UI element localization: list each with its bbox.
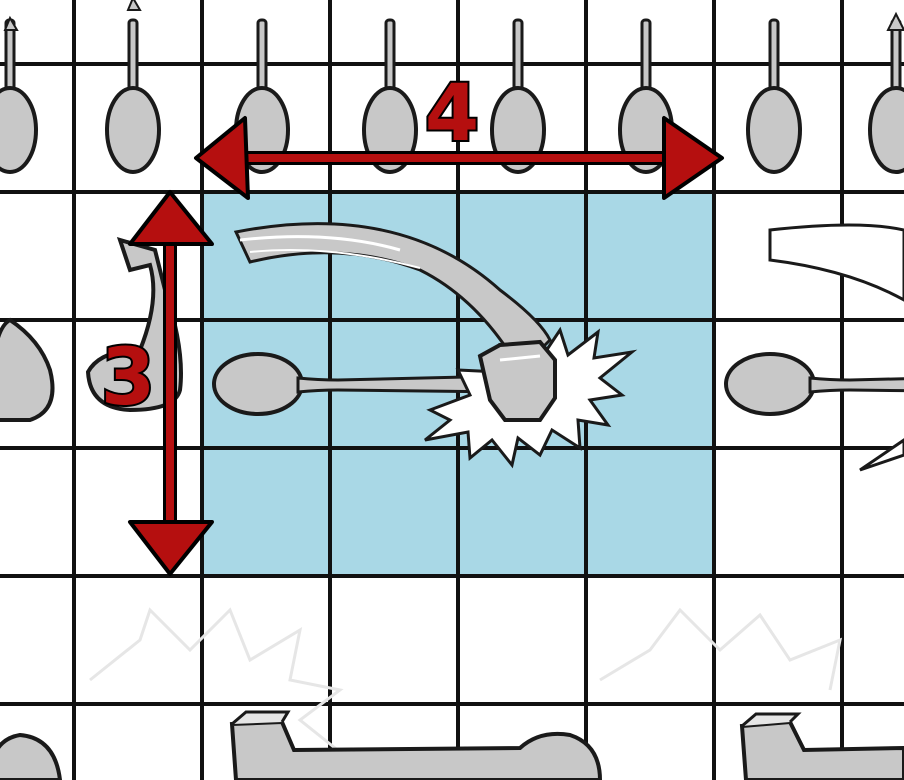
swing-streak-right xyxy=(768,223,904,302)
width-arrow xyxy=(194,116,724,200)
spoon-icon xyxy=(724,352,904,416)
hammer-icon xyxy=(233,222,557,422)
spoon-icon xyxy=(105,18,161,174)
spoon-icon xyxy=(362,18,418,174)
spoon-icon xyxy=(746,18,802,174)
height-arrow xyxy=(128,190,214,576)
width-label: 4 xyxy=(425,69,479,159)
spoon-row-top xyxy=(0,0,904,174)
spoon-icon xyxy=(490,18,546,174)
spoon-icon xyxy=(0,18,38,174)
height-label: 3 xyxy=(101,333,155,423)
edge-piece-left xyxy=(0,237,183,780)
spoon-row-bottom xyxy=(229,710,904,780)
spoon-icon xyxy=(868,18,904,174)
faint-starbursts xyxy=(89,607,843,762)
